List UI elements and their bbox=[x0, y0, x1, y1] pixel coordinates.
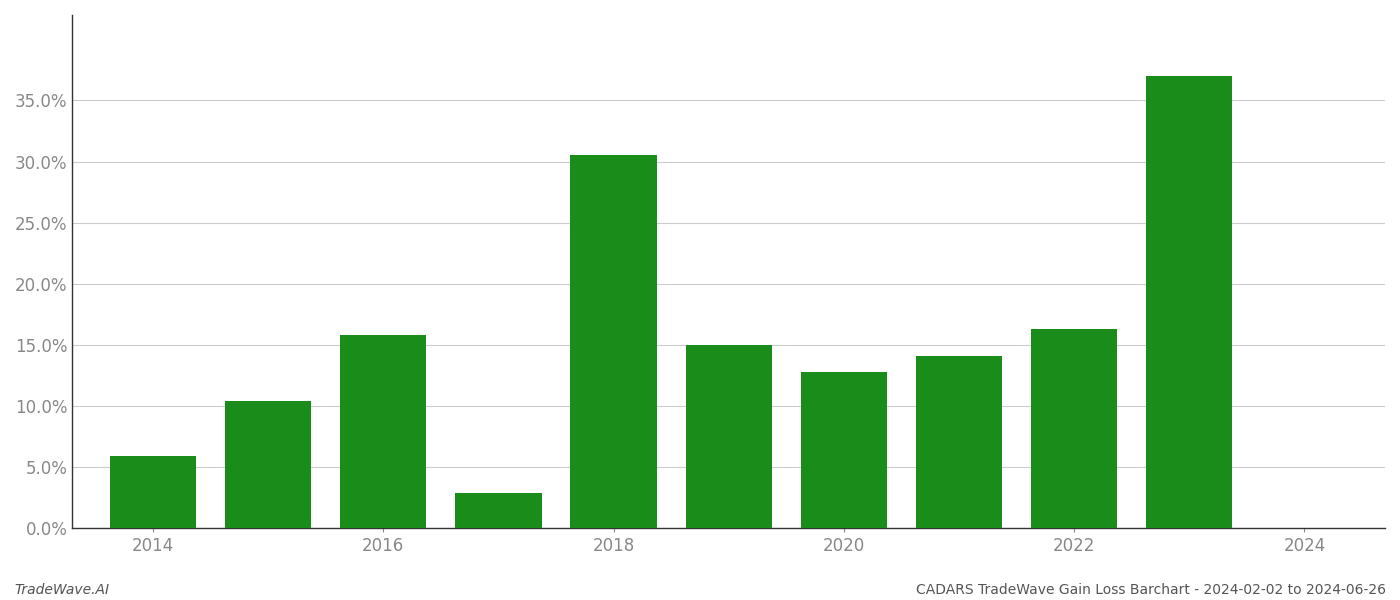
Text: TradeWave.AI: TradeWave.AI bbox=[14, 583, 109, 597]
Bar bbox=[801, 371, 888, 528]
Bar bbox=[340, 335, 427, 528]
Text: CADARS TradeWave Gain Loss Barchart - 2024-02-02 to 2024-06-26: CADARS TradeWave Gain Loss Barchart - 20… bbox=[916, 583, 1386, 597]
Bar bbox=[1030, 329, 1117, 528]
Bar bbox=[109, 456, 196, 528]
Bar bbox=[455, 493, 542, 528]
Bar bbox=[686, 345, 771, 528]
Bar bbox=[916, 356, 1002, 528]
Bar bbox=[1147, 76, 1232, 528]
Bar bbox=[225, 401, 311, 528]
Bar bbox=[570, 155, 657, 528]
